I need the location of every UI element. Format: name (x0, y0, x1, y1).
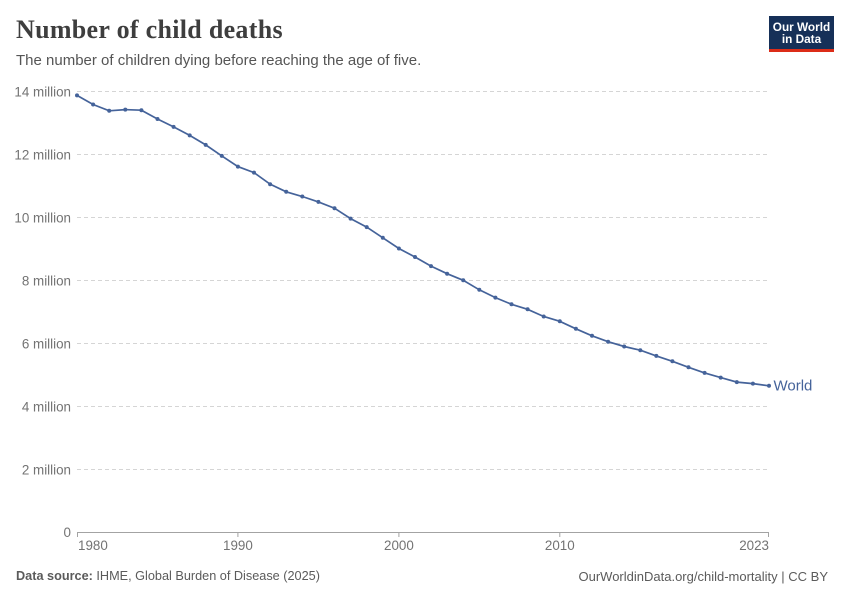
svg-text:4 million: 4 million (22, 400, 71, 415)
svg-text:1980: 1980 (78, 538, 108, 553)
svg-text:2 million: 2 million (22, 463, 71, 478)
svg-text:2023: 2023 (739, 538, 769, 553)
svg-text:12 million: 12 million (14, 148, 71, 163)
svg-text:0: 0 (64, 525, 71, 540)
svg-text:2000: 2000 (384, 538, 414, 553)
svg-text:2010: 2010 (545, 538, 575, 553)
svg-text:14 million: 14 million (14, 85, 71, 100)
svg-text:6 million: 6 million (22, 337, 71, 352)
svg-text:1990: 1990 (223, 538, 253, 553)
svg-text:10 million: 10 million (14, 211, 71, 226)
svg-text:8 million: 8 million (22, 274, 71, 289)
svg-text:World: World (774, 378, 813, 395)
